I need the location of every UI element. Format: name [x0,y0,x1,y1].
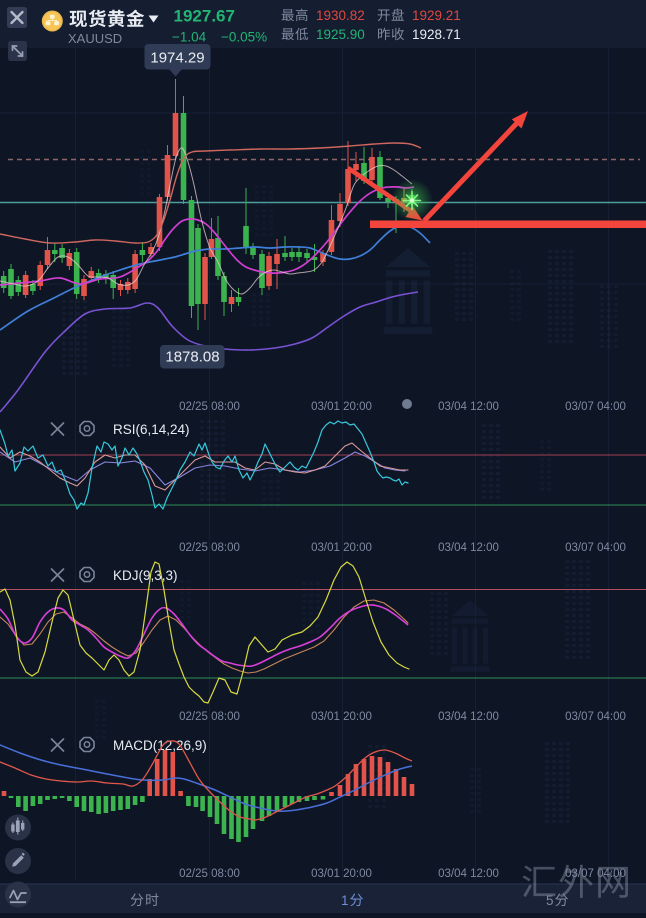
svg-text:1930.82: 1930.82 [316,8,365,23]
svg-text:1927.67: 1927.67 [174,7,235,26]
svg-text:02/25 08:00: 02/25 08:00 [179,401,240,413]
svg-text:03/04 12:00: 03/04 12:00 [438,711,499,723]
svg-text:KDJ(9,3,3): KDJ(9,3,3) [113,568,178,583]
svg-text:1878.08: 1878.08 [165,349,219,366]
svg-text:XAUUSD: XAUUSD [68,31,122,46]
svg-text:5: 5 [546,893,554,908]
svg-text:03/07 04:00: 03/07 04:00 [565,401,626,413]
svg-text:1928.71: 1928.71 [412,27,461,42]
svg-text:1929.21: 1929.21 [412,8,461,23]
svg-text:03/01 20:00: 03/01 20:00 [311,868,372,880]
svg-text:1: 1 [341,893,349,908]
svg-text:03/07 04:00: 03/07 04:00 [565,542,626,554]
svg-text:−0.05%: −0.05% [221,30,267,45]
svg-text:02/25 08:00: 02/25 08:00 [179,542,240,554]
svg-text:RSI(6,14,24): RSI(6,14,24) [113,422,190,437]
svg-text:03/07 04:00: 03/07 04:00 [565,868,626,880]
svg-text:03/01 20:00: 03/01 20:00 [311,711,372,723]
svg-text:02/25 08:00: 02/25 08:00 [179,711,240,723]
svg-text:1925.90: 1925.90 [316,27,365,42]
svg-text:03/04 12:00: 03/04 12:00 [438,401,499,413]
svg-text:03/01 20:00: 03/01 20:00 [311,401,372,413]
svg-text:03/04 12:00: 03/04 12:00 [438,868,499,880]
svg-text:03/01 20:00: 03/01 20:00 [311,542,372,554]
svg-text:MACD(12,26,9): MACD(12,26,9) [113,738,207,753]
svg-text:1974.29: 1974.29 [150,50,204,67]
svg-text:02/25 08:00: 02/25 08:00 [179,868,240,880]
svg-text:−1.04: −1.04 [172,30,207,45]
svg-text:03/04 12:00: 03/04 12:00 [438,542,499,554]
svg-text:03/07 04:00: 03/07 04:00 [565,711,626,723]
